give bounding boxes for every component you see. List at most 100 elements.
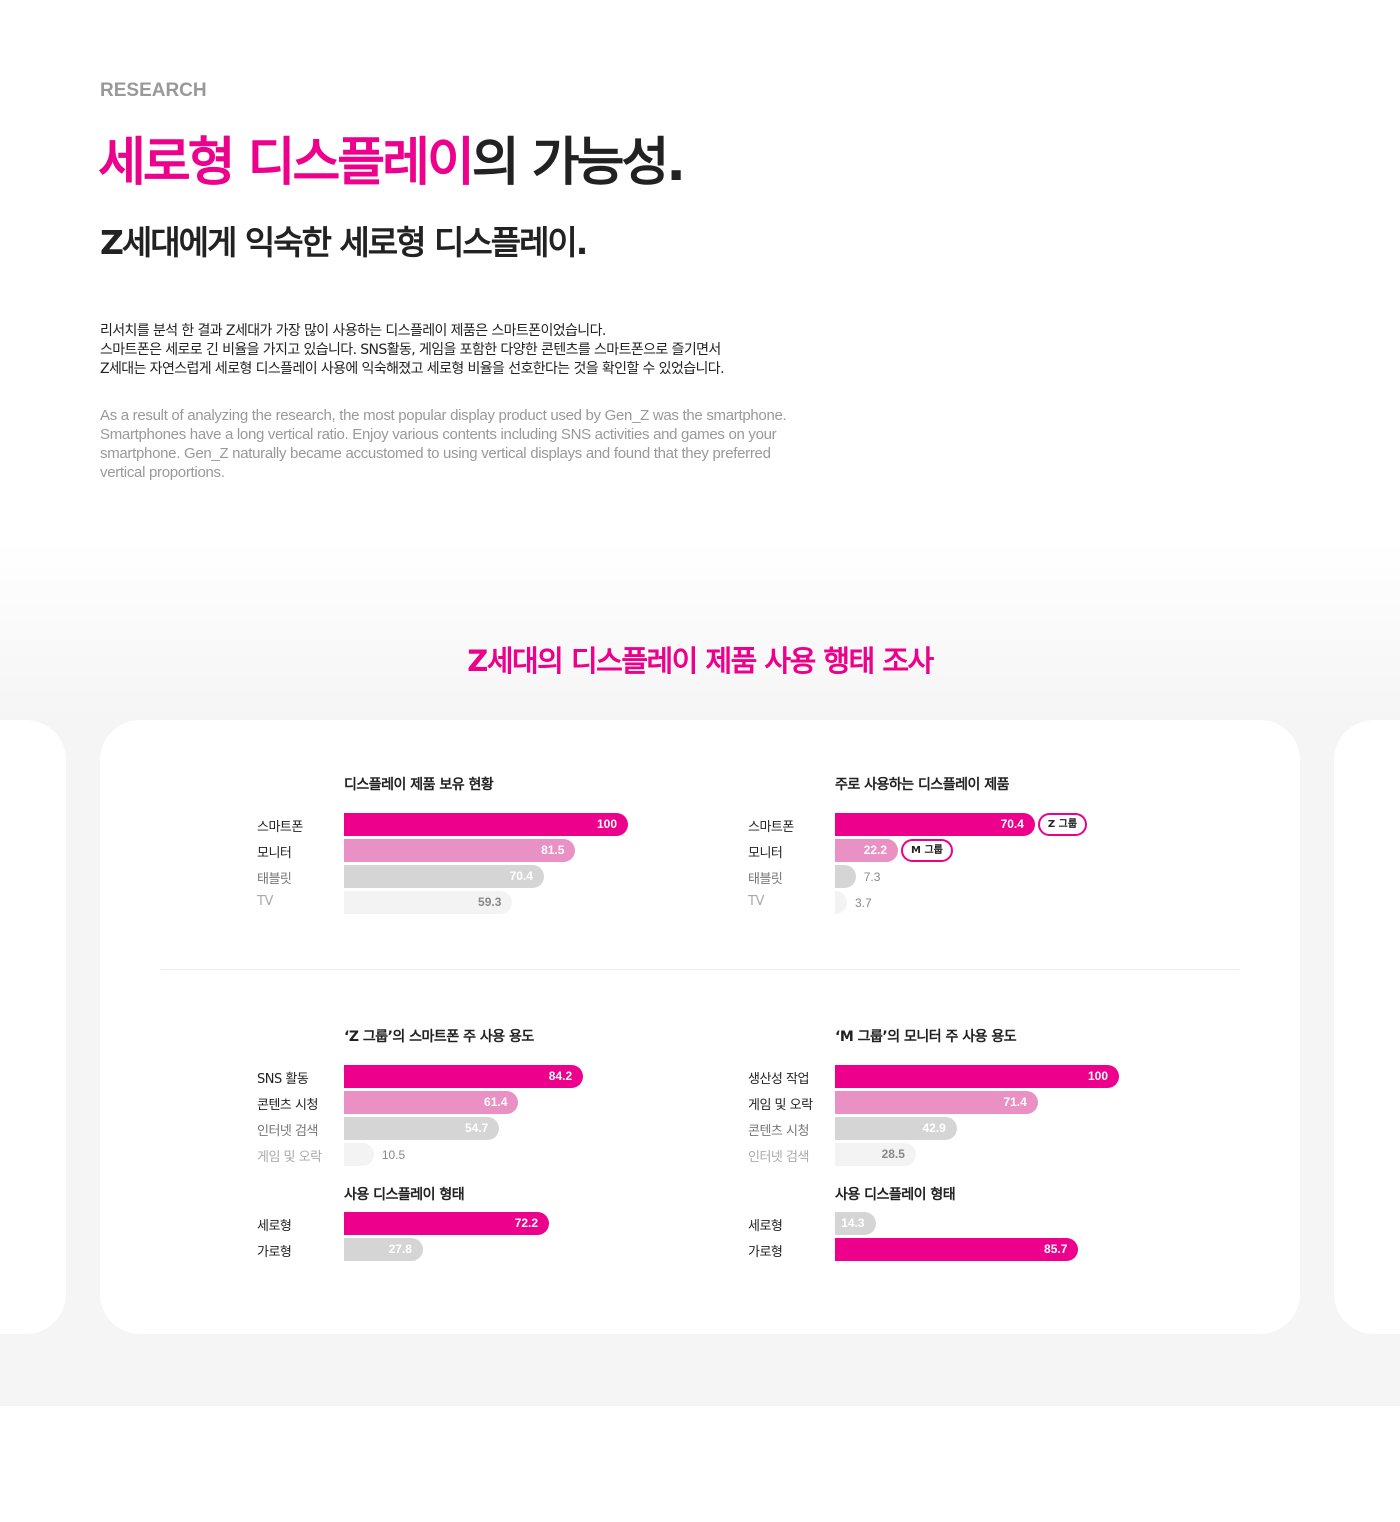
value-label: 7.3 xyxy=(863,869,881,884)
bar: 84.2 xyxy=(344,1065,584,1088)
bar-row: 3.7 xyxy=(835,891,872,914)
chart-title: 디스플레이 제품 보유 현황 xyxy=(344,777,494,793)
value-label: 72.2 xyxy=(514,1216,539,1230)
category-label: 인터넷 검색 xyxy=(257,1124,318,1139)
category-label: 생산성 작업 xyxy=(748,1072,809,1087)
body-english: As a result of analyzing the research, t… xyxy=(100,407,787,481)
category-label: TV xyxy=(748,894,764,909)
bar-row: 28.5 xyxy=(835,1143,916,1166)
bar: 85.7 xyxy=(835,1238,1079,1261)
value-label: 85.7 xyxy=(1044,1242,1068,1256)
section-title: Z세대의 디스플레이 제품 사용 행태 조사 xyxy=(467,644,934,678)
category-label: TV xyxy=(257,894,273,909)
bar-row: 22.2 M 그룹 xyxy=(835,839,953,862)
chart-title: 사용 디스플레이 형태 xyxy=(344,1187,465,1203)
body-korean-line: 스마트폰은 세로로 긴 비율을 가지고 있습니다. SNS활동, 게임을 포함한… xyxy=(100,342,721,358)
group-badge: Z 그룹 xyxy=(1037,813,1088,836)
category-label: 게임 및 오락 xyxy=(748,1098,813,1113)
category-label: 게임 및 오락 xyxy=(257,1150,322,1165)
carousel-card-prev[interactable] xyxy=(0,720,66,1334)
bar: 100 xyxy=(344,813,628,836)
category-label: 스마트폰 xyxy=(257,820,303,835)
bar-row: 10.5 xyxy=(344,1143,405,1166)
bar-row: 70.4 Z 그룹 xyxy=(835,813,1088,836)
bar-row: 81.5 xyxy=(344,839,576,862)
bar-row: 14.3 xyxy=(835,1212,876,1235)
bar: 72.2 xyxy=(344,1212,550,1235)
bar: 71.4 xyxy=(835,1091,1038,1114)
chart-title: 주로 사용하는 디스플레이 제품 xyxy=(835,777,1010,793)
value-label: 100 xyxy=(596,817,617,831)
bar: 42.9 xyxy=(835,1117,957,1140)
bar-row: 7.3 xyxy=(835,865,880,888)
category-label: 스마트폰 xyxy=(748,820,794,835)
bar-row: 84.2 xyxy=(344,1065,584,1088)
bar: 27.8 xyxy=(344,1238,423,1261)
value-label: 27.8 xyxy=(388,1242,412,1256)
value-label: 28.5 xyxy=(881,1147,905,1161)
body-korean-line: 리서치를 분석 한 결과 Z세대가 가장 많이 사용하는 디스플레이 제품은 스… xyxy=(100,323,606,339)
category-label: 콘텐츠 시청 xyxy=(257,1098,318,1113)
bar xyxy=(835,865,856,888)
value-label: 70.4 xyxy=(509,869,533,883)
bar-row: 100 xyxy=(344,813,628,836)
value-label: 70.4 xyxy=(1000,817,1024,831)
chart-title: 사용 디스플레이 형태 xyxy=(835,1187,956,1203)
bar: 59.3 xyxy=(344,891,513,914)
value-label: 3.7 xyxy=(855,895,872,910)
bar-row: 70.4 xyxy=(344,865,544,888)
value-label: 54.7 xyxy=(464,1121,489,1135)
bar: 70.4 xyxy=(835,813,1035,836)
group-badge: M 그룹 xyxy=(901,839,953,862)
bar-row: 100 xyxy=(835,1065,1119,1088)
bar-row: 59.3 xyxy=(344,891,513,914)
category-label: 모니터 xyxy=(257,846,292,861)
bar-row: 72.2 xyxy=(344,1212,550,1235)
bar: 70.4 xyxy=(344,865,544,888)
page-title: 세로형 디스플레이의 가능성. xyxy=(98,120,686,195)
value-label: 71.4 xyxy=(1003,1095,1027,1109)
value-label: 84.2 xyxy=(548,1069,573,1083)
bar-row: 54.7 xyxy=(344,1117,500,1140)
carousel-card-next[interactable] xyxy=(1334,720,1400,1334)
category-label: 태블릿 xyxy=(748,872,783,887)
category-label: SNS 활동 xyxy=(257,1072,309,1087)
category-label: 태블릿 xyxy=(257,872,292,887)
bar-row: 71.4 xyxy=(835,1091,1038,1114)
chart-title: ‘Z 그룹’의 스마트폰 주 사용 용도 xyxy=(344,1029,534,1045)
value-label: 10.5 xyxy=(381,1147,406,1162)
card-divider xyxy=(161,969,1239,970)
category-label: 가로형 xyxy=(748,1245,783,1260)
bar-row: 85.7 xyxy=(835,1238,1079,1261)
category-label: 가로형 xyxy=(257,1245,292,1260)
category-label: 콘텐츠 시청 xyxy=(748,1124,809,1139)
body-korean-line: Z세대는 자연스럽게 세로형 디스플레이 사용에 익숙해졌고 세로형 비율을 선… xyxy=(100,361,725,377)
page-subtitle: Z세대에게 익숙한 세로형 디스플레이. xyxy=(100,223,588,262)
value-label: 22.2 xyxy=(863,843,888,857)
bar-row: 27.8 xyxy=(344,1238,423,1261)
page-title-highlight: 세로형 디스플레이 xyxy=(98,133,475,193)
bar xyxy=(344,1143,374,1166)
bar-row: 42.9 xyxy=(835,1117,957,1140)
value-label: 42.9 xyxy=(922,1121,946,1135)
value-label: 81.5 xyxy=(541,843,565,857)
bar: 14.3 xyxy=(835,1212,876,1235)
bar: 28.5 xyxy=(835,1143,916,1166)
value-label: 59.3 xyxy=(478,895,502,909)
chart-title: ‘M 그룹’의 모니터 주 사용 용도 xyxy=(835,1029,1017,1045)
value-label: 100 xyxy=(1087,1069,1108,1083)
body-korean: 리서치를 분석 한 결과 Z세대가 가장 많이 사용하는 디스플레이 제품은 스… xyxy=(100,322,820,379)
survey-card xyxy=(100,720,1300,1334)
bar: 61.4 xyxy=(344,1091,519,1114)
value-label: 61.4 xyxy=(484,1095,508,1109)
category-label: 세로형 xyxy=(257,1219,292,1234)
category-label: 모니터 xyxy=(748,846,783,861)
category-label: 인터넷 검색 xyxy=(748,1150,809,1165)
bar: 22.2 xyxy=(835,839,899,862)
bar-row: 61.4 xyxy=(344,1091,519,1114)
value-label: 14.3 xyxy=(841,1216,865,1230)
bar: 54.7 xyxy=(344,1117,500,1140)
bar: 100 xyxy=(835,1065,1119,1088)
bar: 81.5 xyxy=(344,839,576,862)
page-title-rest: 의 가능성. xyxy=(471,133,686,193)
